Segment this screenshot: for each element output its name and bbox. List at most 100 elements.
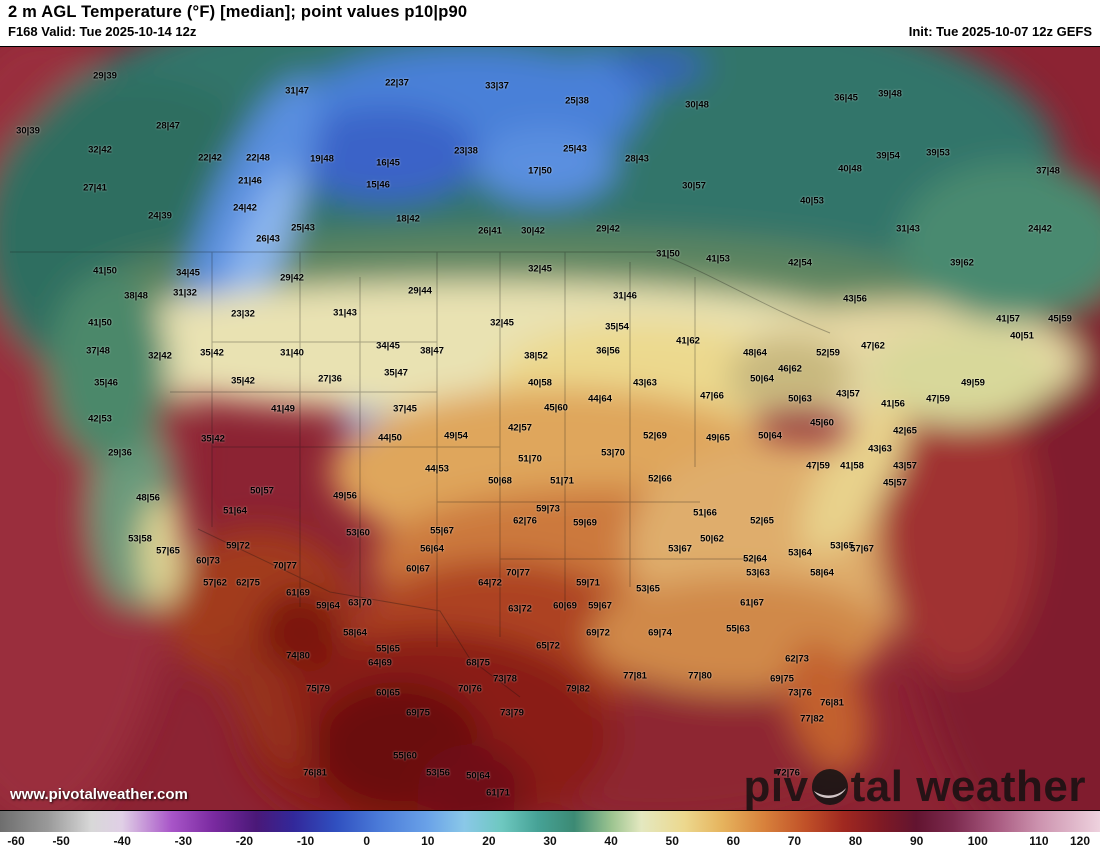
point-value: 51|66 bbox=[693, 507, 717, 519]
point-value: 35|54 bbox=[605, 321, 629, 333]
point-value: 38|48 bbox=[124, 290, 148, 302]
point-value: 57|62 bbox=[203, 577, 227, 589]
point-value: 58|64 bbox=[343, 627, 367, 639]
point-value: 32|45 bbox=[528, 263, 552, 275]
point-value: 35|47 bbox=[384, 367, 408, 379]
point-value: 29|39 bbox=[93, 70, 117, 82]
point-value: 50|64 bbox=[750, 373, 774, 385]
point-value: 43|57 bbox=[893, 460, 917, 472]
point-value: 52|65 bbox=[750, 515, 774, 527]
point-value: 32|45 bbox=[490, 317, 514, 329]
point-value: 41|57 bbox=[996, 313, 1020, 325]
colorbar-tick-label: 80 bbox=[848, 834, 863, 848]
point-value: 53|70 bbox=[601, 447, 625, 459]
point-value: 31|50 bbox=[656, 248, 680, 260]
point-value: 69|75 bbox=[770, 673, 794, 685]
colorbar-tick-label: 40 bbox=[604, 834, 618, 848]
point-value: 63|70 bbox=[348, 597, 372, 609]
point-value: 25|38 bbox=[565, 95, 589, 107]
map-canvas[interactable]: 29|39 31|47 22|37 33|37 25|38 30|48 36|45 39|48… bbox=[0, 46, 1100, 811]
brand-text-prefix: piv bbox=[743, 762, 809, 811]
point-value: 44|53 bbox=[425, 463, 449, 475]
point-value: 23|38 bbox=[454, 145, 478, 157]
point-value: 41|50 bbox=[88, 317, 112, 329]
point-value: 77|80 bbox=[688, 670, 712, 682]
point-value: 59|67 bbox=[588, 600, 612, 612]
point-value: 36|45 bbox=[834, 92, 858, 104]
point-value: 40|51 bbox=[1010, 330, 1034, 342]
point-value: 56|64 bbox=[420, 543, 444, 555]
point-value: 52|64 bbox=[743, 553, 767, 565]
point-value: 55|67 bbox=[430, 525, 454, 537]
point-value: 34|45 bbox=[376, 340, 400, 352]
point-value: 51|71 bbox=[550, 475, 574, 487]
colorbar-tick-label: 50 bbox=[665, 834, 679, 848]
point-value: 51|64 bbox=[223, 505, 247, 517]
point-value: 69|74 bbox=[648, 627, 672, 639]
point-value: 32|42 bbox=[148, 350, 172, 362]
page-title: 2 m AGL Temperature (°F) [median]; point… bbox=[8, 3, 468, 21]
point-value: 73|79 bbox=[500, 707, 524, 719]
point-value: 51|70 bbox=[518, 453, 542, 465]
point-value: 76|81 bbox=[303, 767, 327, 779]
point-value: 24|39 bbox=[148, 210, 172, 222]
point-value: 59|72 bbox=[226, 540, 250, 552]
point-value: 25|43 bbox=[291, 222, 315, 234]
point-value: 55|63 bbox=[726, 623, 750, 635]
point-value: 24|42 bbox=[1028, 223, 1052, 235]
point-value: 50|68 bbox=[488, 475, 512, 487]
point-value: 43|63 bbox=[633, 377, 657, 389]
point-value: 53|63 bbox=[746, 567, 770, 579]
point-value: 35|42 bbox=[201, 433, 225, 445]
point-value: 44|50 bbox=[378, 432, 402, 444]
point-value: 37|45 bbox=[393, 403, 417, 415]
point-value: 26|41 bbox=[478, 225, 502, 237]
point-value: 22|48 bbox=[246, 152, 270, 164]
point-value: 18|42 bbox=[396, 213, 420, 225]
point-value: 53|56 bbox=[426, 767, 450, 779]
point-value: 36|56 bbox=[596, 345, 620, 357]
point-value: 62|75 bbox=[236, 577, 260, 589]
point-value: 41|53 bbox=[706, 253, 730, 265]
point-value: 61|67 bbox=[740, 597, 764, 609]
point-value: 45|60 bbox=[810, 417, 834, 429]
point-value: 45|60 bbox=[544, 402, 568, 414]
point-value: 58|64 bbox=[810, 567, 834, 579]
point-value: 46|62 bbox=[778, 363, 802, 375]
colorbar-tick-label: 70 bbox=[787, 834, 802, 848]
point-value: 70|76 bbox=[458, 683, 482, 695]
point-value: 59|64 bbox=[316, 600, 340, 612]
point-value: 50|64 bbox=[466, 770, 490, 782]
point-value: 38|47 bbox=[420, 345, 444, 357]
point-value: 60|65 bbox=[376, 687, 400, 699]
point-value: 35|42 bbox=[231, 375, 255, 387]
point-value: 31|40 bbox=[280, 347, 304, 359]
colorbar-tick-label: -60 bbox=[7, 834, 25, 848]
point-value: 37|48 bbox=[86, 345, 110, 357]
point-value: 55|65 bbox=[376, 643, 400, 655]
point-value: 55|60 bbox=[393, 750, 417, 762]
point-value: 49|54 bbox=[444, 430, 468, 442]
colorbar-tick-label: 0 bbox=[363, 834, 370, 848]
point-value: 29|36 bbox=[108, 447, 132, 459]
temperature-field bbox=[0, 47, 1100, 811]
point-value: 39|53 bbox=[926, 147, 950, 159]
point-value: 29|42 bbox=[596, 223, 620, 235]
point-value: 49|65 bbox=[706, 432, 730, 444]
point-value: 39|54 bbox=[876, 150, 900, 162]
point-value: 42|57 bbox=[508, 422, 532, 434]
point-value: 30|48 bbox=[685, 99, 709, 111]
init-time-label: Init: Tue 2025-10-07 12z GEFS bbox=[908, 24, 1092, 39]
point-value: 30|57 bbox=[682, 180, 706, 192]
point-value: 79|82 bbox=[566, 683, 590, 695]
point-value: 17|50 bbox=[528, 165, 552, 177]
colorbar-tick-label: 110 bbox=[1029, 834, 1049, 848]
point-value: 73|76 bbox=[788, 687, 812, 699]
colorbar-tick-label: -20 bbox=[235, 834, 254, 848]
point-value: 73|78 bbox=[493, 673, 517, 685]
colorbar-tick-label: 100 bbox=[967, 834, 988, 848]
point-value: 22|42 bbox=[198, 152, 222, 164]
point-value: 35|46 bbox=[94, 377, 118, 389]
state-borders bbox=[10, 251, 831, 698]
point-value: 30|39 bbox=[16, 125, 40, 137]
